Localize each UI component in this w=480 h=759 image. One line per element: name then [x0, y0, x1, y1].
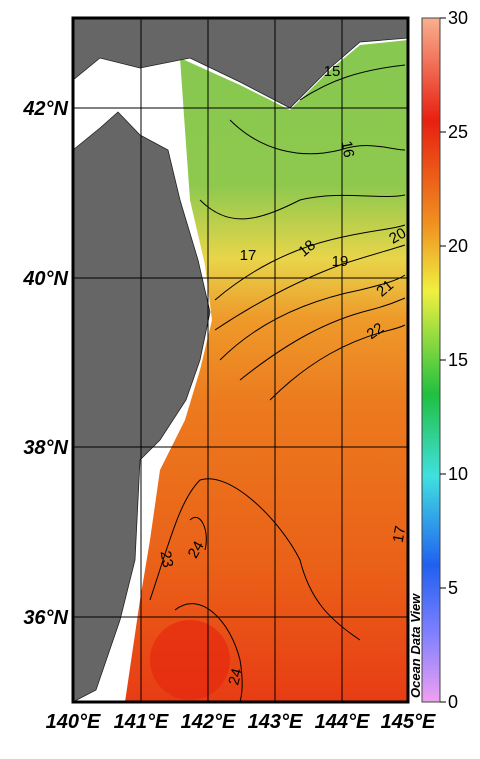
colorbar-label: 15	[448, 350, 468, 370]
contour-label: 17	[240, 247, 257, 264]
lon-label: 143°E	[248, 711, 303, 733]
colorbar-label: 20	[448, 236, 468, 256]
map-frame	[71, 16, 410, 704]
lat-label: 40°N	[22, 268, 68, 290]
colorbar-label: 10	[448, 464, 468, 484]
contour-label: 20	[386, 225, 409, 248]
watermark: Ocean Data View	[408, 593, 423, 698]
colorbar	[421, 17, 441, 703]
contour-label: 16	[338, 140, 358, 159]
contour-label: 23	[157, 550, 177, 569]
contour-label: 24	[185, 538, 208, 561]
lon-label: 142°E	[181, 711, 236, 733]
colorbar-label: 25	[448, 122, 468, 142]
colorbar-label: 5	[448, 578, 458, 598]
warm-core	[150, 620, 230, 700]
contour-label: 19	[332, 253, 349, 270]
lon-label: 140°E	[46, 711, 101, 733]
contour-label: 17	[390, 525, 410, 544]
contour-label: 15	[324, 63, 341, 80]
contours	[149, 64, 406, 703]
lon-label: 145°E	[381, 711, 436, 733]
colorbar-label: 0	[448, 692, 458, 712]
colorbar-label: 30	[448, 8, 468, 28]
contour-label: 22	[364, 320, 387, 343]
lon-label: 144°E	[315, 711, 370, 733]
lon-label: 141°E	[114, 711, 169, 733]
lat-label: 38°N	[23, 437, 68, 459]
lat-label: 36°N	[23, 607, 68, 629]
lat-label: 42°N	[22, 98, 68, 120]
map-area	[71, 16, 410, 704]
contour-label: 24	[225, 667, 246, 688]
ocean-field	[125, 40, 408, 702]
graticule	[73, 18, 408, 702]
